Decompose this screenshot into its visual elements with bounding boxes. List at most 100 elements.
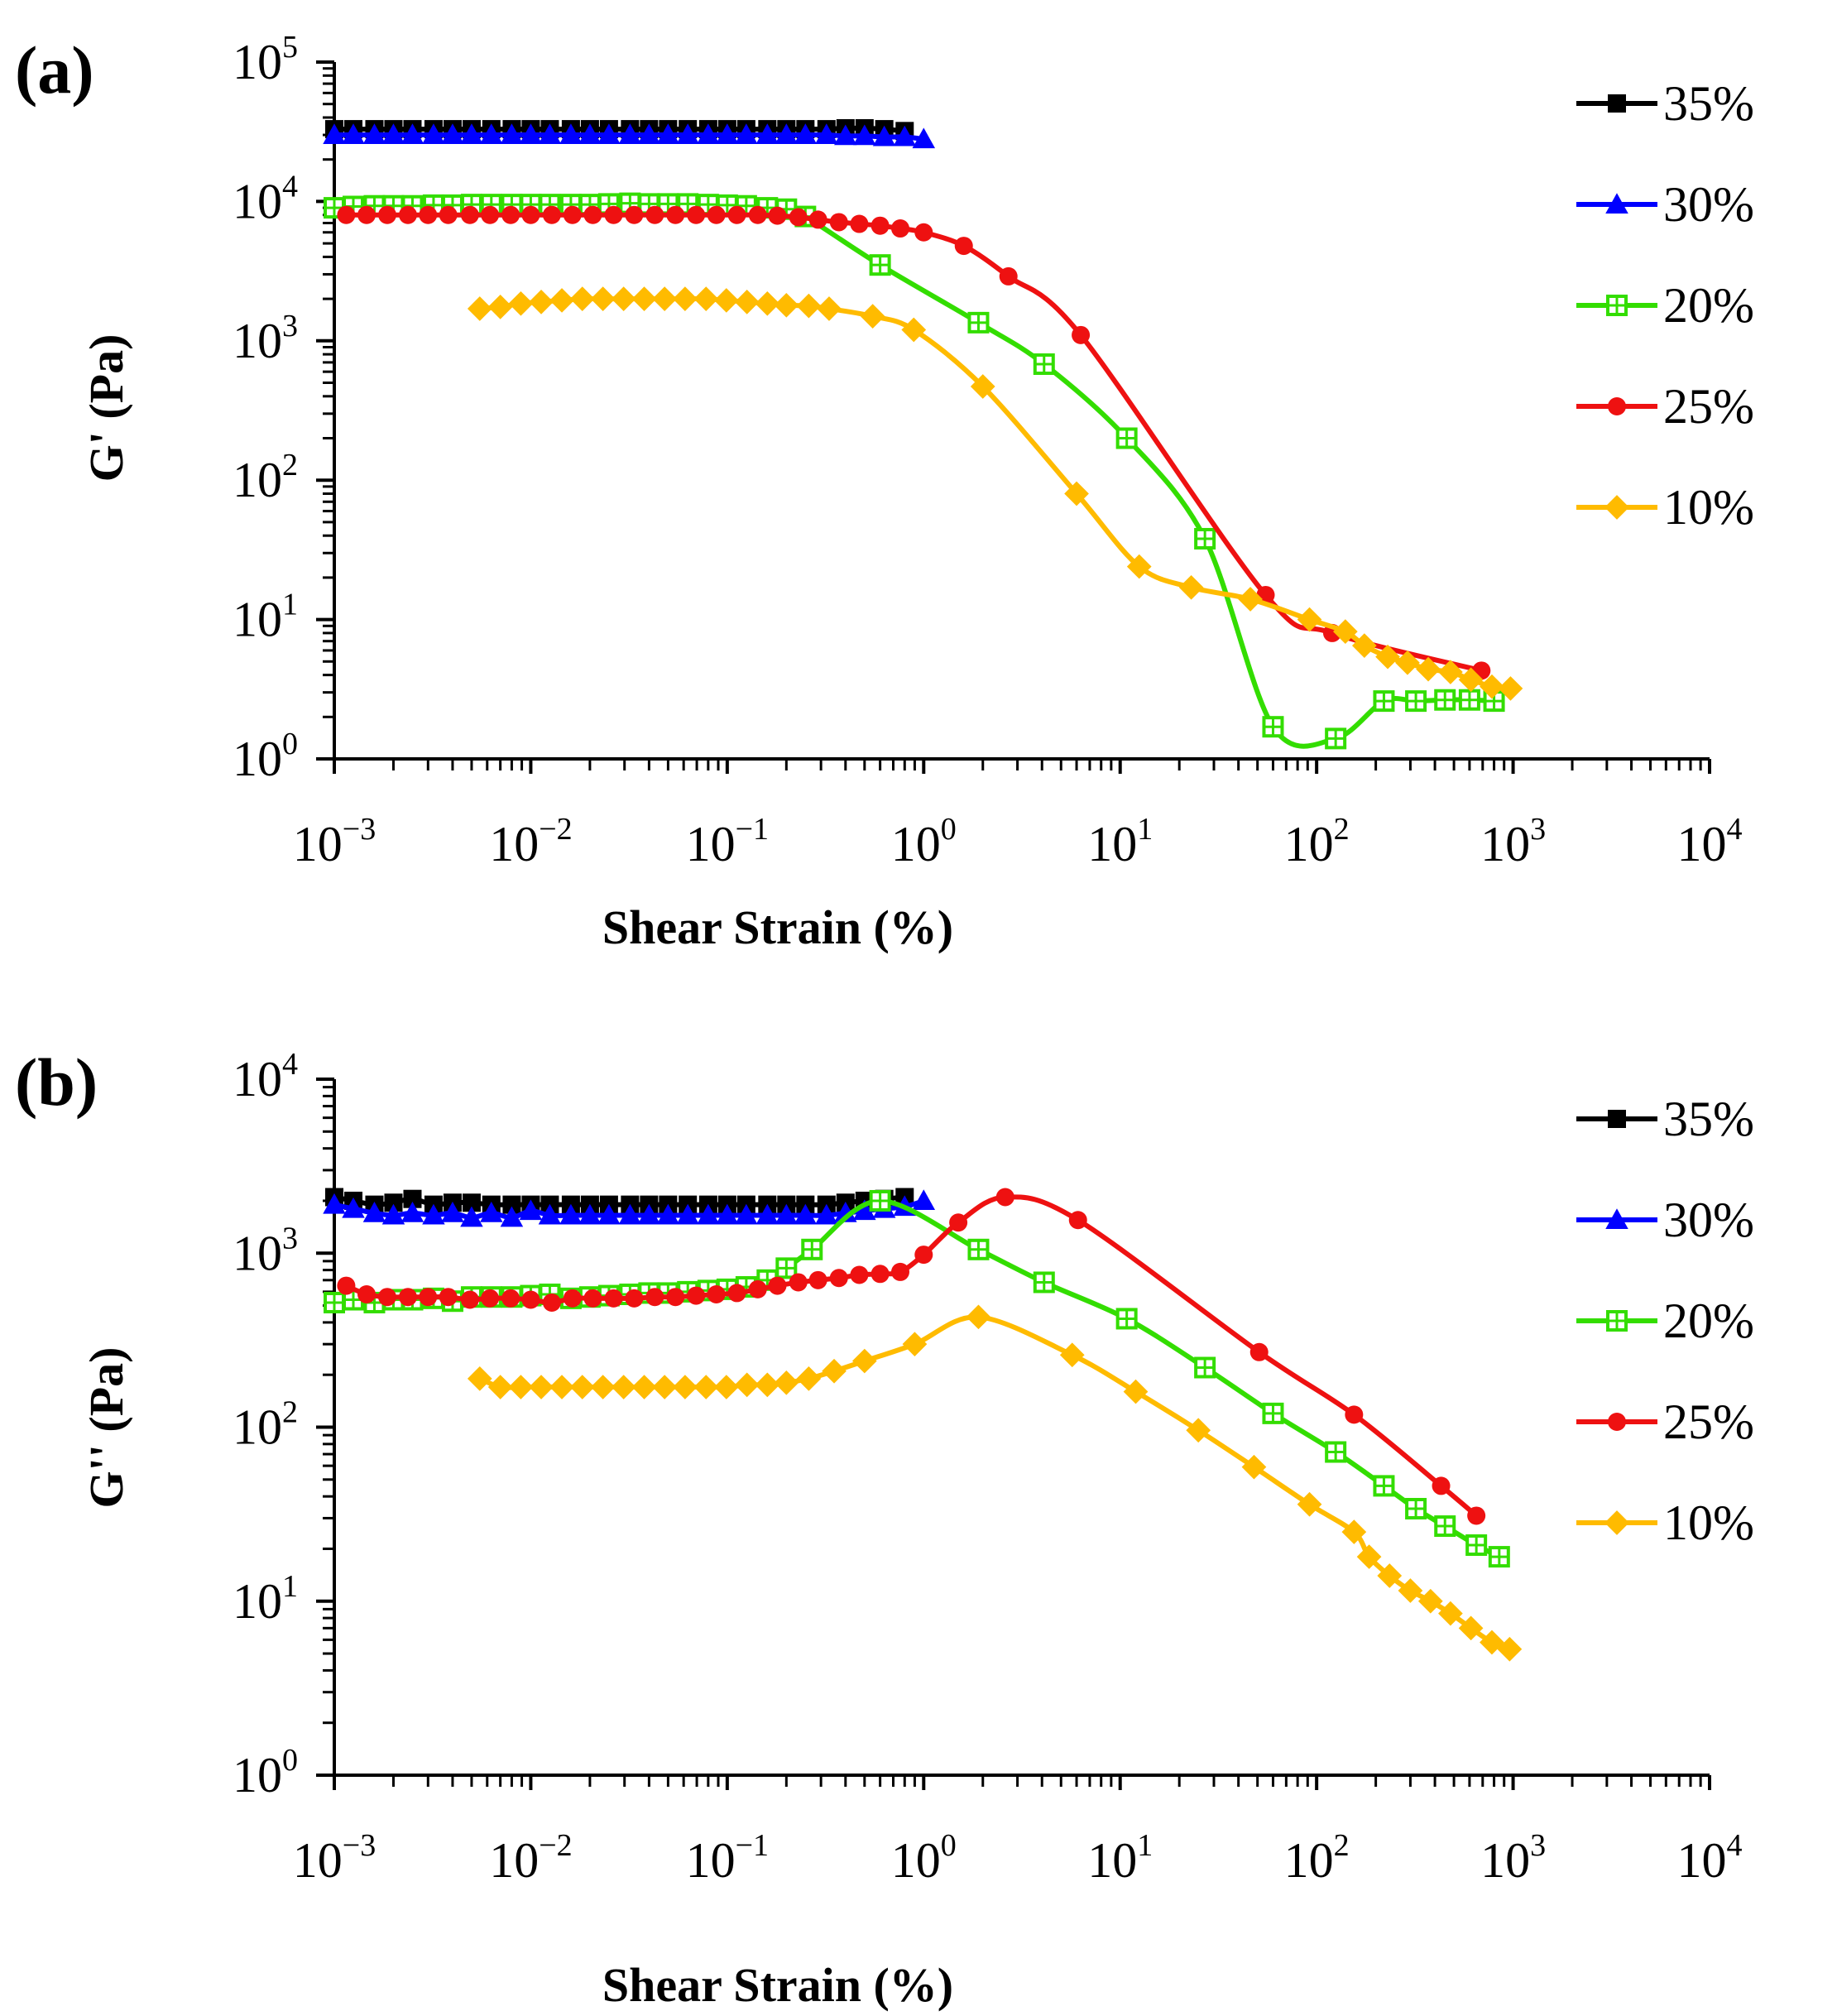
- legend-marker: [1608, 1110, 1626, 1128]
- data-point: [774, 1370, 799, 1395]
- data-point: [357, 1284, 377, 1303]
- data-point: [362, 1202, 386, 1222]
- series-25pct: [337, 1188, 1486, 1525]
- legend-entry: 20%: [1576, 278, 1754, 333]
- data-point: [707, 205, 726, 224]
- data-point: [604, 1289, 623, 1308]
- legend-entry: 10%: [1576, 1495, 1754, 1550]
- data-point: [768, 1276, 787, 1295]
- data-point: [1115, 1308, 1138, 1330]
- data-point: [914, 223, 933, 242]
- data-point: [748, 205, 767, 224]
- data-point: [578, 1203, 602, 1225]
- y-tick-label: 102: [233, 448, 298, 507]
- data-point: [1405, 1498, 1427, 1520]
- data-point: [817, 296, 842, 321]
- data-point: [1375, 644, 1400, 670]
- data-point: [563, 1289, 582, 1308]
- legend-label: 20%: [1663, 1294, 1754, 1348]
- data-point: [666, 1288, 685, 1307]
- data-point: [912, 1189, 936, 1210]
- data-point: [480, 1202, 503, 1222]
- data-point: [419, 205, 438, 224]
- data-point: [1325, 1441, 1347, 1463]
- data-point: [775, 1257, 798, 1279]
- data-point: [460, 1290, 479, 1309]
- data-point: [645, 1288, 664, 1307]
- data-point: [949, 1213, 968, 1232]
- panel-a: (a) Shear Strain (%) G' (Pa) 10−3 10−2 10−…: [15, 30, 1754, 954]
- data-point: [995, 1188, 1014, 1207]
- data-point: [578, 123, 602, 145]
- data-point: [487, 295, 513, 319]
- data-point: [1186, 1418, 1211, 1443]
- data-point: [500, 123, 524, 145]
- panel-a-legend: 35% 30% 20% 25% 10%: [1576, 76, 1754, 535]
- data-point: [1356, 1544, 1382, 1569]
- data-point: [966, 1304, 991, 1330]
- data-point: [893, 125, 917, 146]
- data-point: [794, 123, 818, 145]
- data-point: [519, 1199, 543, 1221]
- data-point: [1126, 554, 1152, 579]
- data-point: [914, 1246, 933, 1265]
- data-point: [774, 292, 799, 318]
- data-point: [829, 213, 848, 232]
- legend-entry: 35%: [1576, 1092, 1754, 1146]
- data-point: [970, 374, 995, 399]
- data-point: [337, 1276, 356, 1295]
- data-point: [822, 1358, 847, 1384]
- data-point: [734, 1372, 760, 1398]
- data-point: [755, 1372, 780, 1398]
- data-point: [337, 205, 356, 224]
- x-tick-label: 101: [1087, 812, 1153, 871]
- data-point: [398, 1288, 417, 1307]
- x-tick-label: 103: [1480, 1828, 1546, 1888]
- data-point: [755, 1203, 779, 1225]
- legend-marker: [1605, 1208, 1628, 1229]
- data-point: [853, 124, 876, 146]
- data-point: [381, 1203, 405, 1225]
- data-point: [508, 1375, 534, 1399]
- data-point: [666, 205, 685, 224]
- data-point: [645, 205, 664, 224]
- data-point: [559, 123, 583, 145]
- data-point: [1059, 1342, 1085, 1368]
- panel-b-series-layer: [323, 1188, 1523, 1662]
- data-point: [604, 205, 623, 224]
- data-point: [559, 1203, 583, 1225]
- data-point: [1123, 1379, 1149, 1404]
- panel-b-axes: 10−3 10−2 10−1 100 101 102 103 104 100 101 102 103 1…: [233, 1047, 1743, 1888]
- panel-b-x-axis-title: Shear Strain (%): [602, 1958, 953, 2012]
- data-point: [1064, 481, 1089, 506]
- legend-label: 25%: [1663, 379, 1754, 434]
- series-25pct: [337, 205, 1491, 680]
- panel-b: (b) Shear Strain (%) G'' (Pa) 10−3 10−2 10…: [15, 1044, 1754, 2012]
- data-point: [362, 123, 386, 145]
- data-point: [707, 1284, 726, 1303]
- legend-marker: [1605, 193, 1628, 214]
- data-point: [569, 1375, 595, 1399]
- data-point: [872, 125, 896, 146]
- legend-entry: 10%: [1576, 480, 1754, 535]
- data-point: [529, 1375, 554, 1399]
- legend-marker: [1606, 295, 1628, 316]
- y-tick-label: 101: [233, 1569, 298, 1629]
- legend-entry: 35%: [1576, 76, 1754, 131]
- data-point: [1467, 1506, 1486, 1525]
- data-point: [652, 1375, 678, 1399]
- y-tick-label: 100: [233, 727, 298, 786]
- data-point: [697, 1203, 720, 1225]
- data-point: [851, 1348, 877, 1374]
- data-point: [542, 205, 561, 224]
- data-point: [735, 123, 758, 145]
- data-point: [502, 1195, 521, 1214]
- data-point: [834, 1202, 857, 1222]
- data-point: [967, 1238, 990, 1260]
- series-line: [333, 200, 1494, 749]
- data-point: [1262, 716, 1284, 738]
- data-point: [789, 208, 808, 227]
- data-point: [625, 205, 644, 224]
- data-point: [829, 1269, 848, 1288]
- data-point: [508, 290, 534, 316]
